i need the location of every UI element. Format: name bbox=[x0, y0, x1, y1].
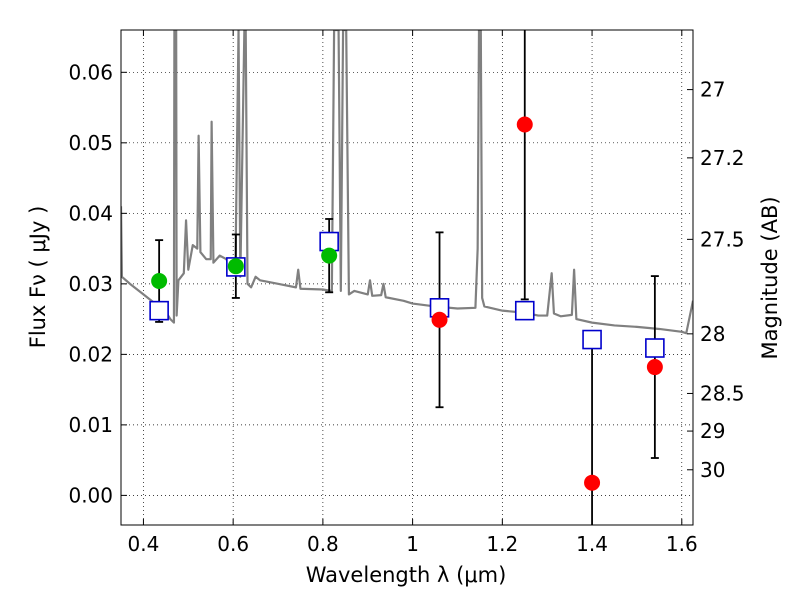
y-tick-label: 0.01 bbox=[68, 413, 113, 437]
y-axis-ticks: 0.00 0.01 0.02 0.03 0.04 0.05 0.06 bbox=[68, 60, 127, 507]
plot-area bbox=[121, 30, 693, 525]
y2-tick-label: 28 bbox=[700, 322, 725, 346]
model-photometry-square bbox=[582, 329, 602, 350]
y-tick-label: 0.00 bbox=[68, 483, 113, 507]
model-photometry-square bbox=[645, 338, 665, 358]
y-tick-label: 0.02 bbox=[68, 342, 113, 366]
model-photometry-square bbox=[149, 300, 169, 321]
x-axis-ticks: 0.4 0.6 0.8 1 1.2 1.4 1.6 bbox=[128, 30, 698, 556]
y-tick-label: 0.06 bbox=[68, 60, 113, 84]
nir-data-point bbox=[646, 359, 663, 376]
optical-data-point bbox=[227, 258, 244, 275]
optical-data-point bbox=[151, 273, 168, 290]
y2-axis-title: Magnitude (AB) bbox=[758, 196, 782, 359]
nir-data-point bbox=[431, 311, 448, 328]
x-tick-label: 0.8 bbox=[307, 532, 339, 556]
y-tick-label: 0.05 bbox=[68, 131, 113, 155]
y2-tick-label: 27 bbox=[700, 78, 725, 102]
y2-tick-label: 30 bbox=[700, 458, 725, 482]
x-tick-label: 1.6 bbox=[666, 532, 698, 556]
nir-data-point bbox=[516, 116, 533, 133]
x-tick-label: 1.4 bbox=[576, 532, 608, 556]
x-tick-label: 1 bbox=[406, 532, 419, 556]
x-tick-label: 1.2 bbox=[486, 532, 518, 556]
y2-tick-label: 28.5 bbox=[700, 381, 745, 405]
y2-tick-label: 29 bbox=[700, 419, 725, 443]
data-point-layer bbox=[149, 116, 665, 491]
y2-tick-label: 27.2 bbox=[700, 146, 745, 170]
nir-data-point bbox=[584, 474, 601, 491]
y-tick-label: 0.04 bbox=[68, 201, 113, 225]
x-tick-label: 0.6 bbox=[217, 532, 249, 556]
model-spectrum-line bbox=[121, 30, 693, 335]
y2-axis-ticks: 27 27.2 27.5 28 28.5 29 30 bbox=[687, 78, 745, 482]
x-axis-title: Wavelength λ (μm) bbox=[306, 563, 507, 587]
x-tick-label: 0.4 bbox=[128, 532, 160, 556]
optical-data-point bbox=[321, 247, 338, 264]
plot-frame bbox=[120, 29, 694, 526]
model-photometry-square bbox=[514, 300, 535, 321]
y-axis-title: Flux Fν ( μJy ) bbox=[26, 206, 50, 349]
model-spectrum-layer bbox=[121, 30, 693, 335]
y2-tick-label: 27.5 bbox=[700, 227, 745, 251]
y-tick-label: 0.03 bbox=[68, 272, 113, 296]
